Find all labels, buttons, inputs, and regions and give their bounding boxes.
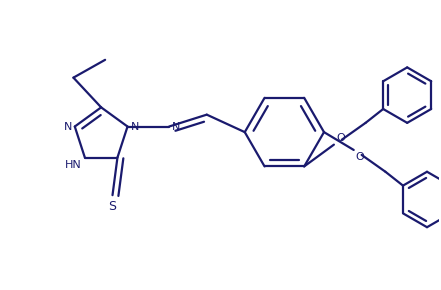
Text: N: N <box>172 122 180 132</box>
Text: S: S <box>108 200 116 213</box>
Text: O: O <box>336 133 344 143</box>
Text: O: O <box>356 152 364 162</box>
Text: HN: HN <box>65 160 82 170</box>
Text: N: N <box>64 122 72 132</box>
Text: N: N <box>131 122 139 132</box>
